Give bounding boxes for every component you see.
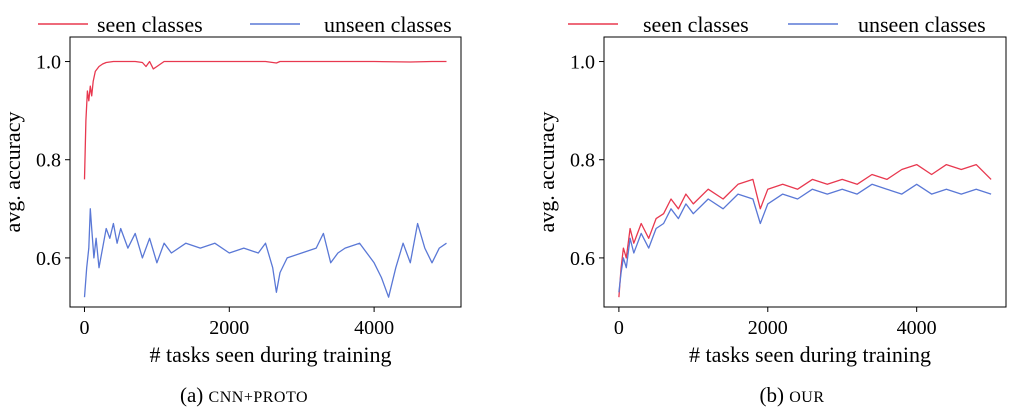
x-tick-label: 4000 xyxy=(354,317,394,339)
x-tick-label: 2000 xyxy=(209,317,249,339)
subfigure-caption: (a) CNN+PROTO xyxy=(180,383,308,407)
legend-label-seen: seen classes xyxy=(643,12,749,37)
plot-frame xyxy=(69,36,462,308)
legend: seen classes unseen classes xyxy=(568,12,986,37)
series-line-unseen xyxy=(618,183,992,293)
x-tick-label: 0 xyxy=(79,317,89,339)
caption-prefix: (a) xyxy=(180,383,203,407)
series-line-unseen xyxy=(83,208,447,298)
series-line-seen xyxy=(83,60,447,180)
legend-label-seen: seen classes xyxy=(97,12,203,37)
y-axis-label: avg. accuracy xyxy=(534,112,559,233)
chart-panel-a: 0 2000 4000 0.6 0.8 1.0 # tasks seen during tr… xyxy=(0,12,462,407)
x-tick-label: 0 xyxy=(614,317,624,339)
y-axis-label: avg. accuracy xyxy=(0,112,25,233)
y-tick-label: 0.8 xyxy=(36,150,61,172)
plot-frame xyxy=(603,36,1007,308)
y-tick-label: 1.0 xyxy=(570,52,595,74)
y-tick-label: 1.0 xyxy=(36,52,61,74)
y-tick-label: 0.6 xyxy=(36,248,61,270)
x-axis-label: # tasks seen during training xyxy=(150,342,392,367)
subfigure-caption: (b) OUR xyxy=(759,383,824,407)
y-tick-label: 0.6 xyxy=(570,248,595,270)
x-axis-label: # tasks seen during training xyxy=(689,342,931,367)
x-tick-label: 2000 xyxy=(748,317,788,339)
caption-prefix: (b) xyxy=(759,383,784,407)
x-tick-label: 4000 xyxy=(897,317,937,339)
caption-method: OUR xyxy=(789,389,824,406)
chart-panel-b: 0 2000 4000 0.6 0.8 1.0 # tasks seen during tr… xyxy=(534,12,1007,407)
caption-method: CNN+PROTO xyxy=(209,389,308,406)
legend: seen classes unseen classes xyxy=(38,12,452,37)
y-tick-label: 0.8 xyxy=(570,150,595,172)
legend-label-unseen: unseen classes xyxy=(858,12,986,37)
legend-label-unseen: unseen classes xyxy=(324,12,452,37)
series-line-seen xyxy=(618,163,992,298)
